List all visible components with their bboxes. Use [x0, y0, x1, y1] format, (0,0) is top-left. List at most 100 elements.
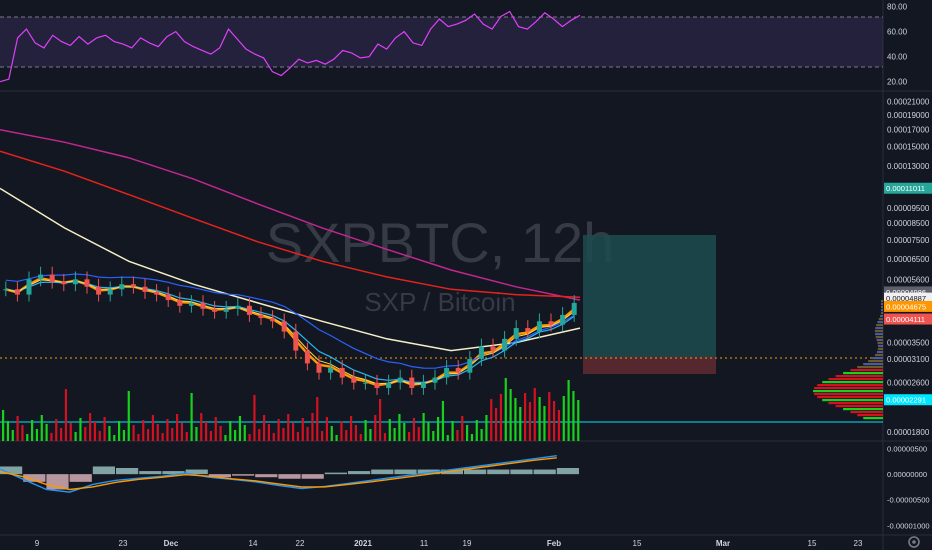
volume-bar [195, 427, 198, 441]
volume-bar [190, 393, 193, 441]
volume-bar [113, 435, 116, 441]
price-tick-label: 0.00009500 [887, 204, 930, 213]
rsi-tick-label: 20.00 [887, 78, 908, 87]
candle-body [258, 314, 264, 319]
volume-bar [263, 415, 266, 441]
volume-bar [553, 401, 556, 441]
volume-bar [504, 378, 507, 441]
volume-bar [441, 401, 445, 441]
volume-bar [74, 432, 77, 441]
price-label-badge [884, 300, 932, 312]
candle-body [38, 274, 44, 280]
macd-pane: 0.00000500 0.00000000 -0.00000500 -0.000010… [0, 445, 930, 531]
volume-bar [485, 415, 488, 441]
volume-bar [171, 428, 174, 441]
macd-axis: 0.00000500 0.00000000 -0.00000500 -0.000010… [887, 445, 930, 531]
volume-bar [345, 430, 348, 441]
macd-tick-label: -0.00000500 [887, 496, 930, 505]
volume-profile-bar [863, 363, 883, 366]
time-axis-label: Mar [716, 539, 730, 548]
volume-bar [330, 426, 333, 441]
price-label-badge [884, 394, 932, 406]
candle-body [409, 377, 415, 388]
volume-bar [243, 425, 246, 441]
volume-bar [40, 415, 43, 441]
price-tick-label: 0.00006500 [887, 255, 930, 264]
time-axis-label: 23 [119, 539, 128, 548]
volume-profile-bar [876, 324, 883, 327]
macd-histogram-bar [510, 469, 533, 475]
volume-profile-bar [881, 303, 883, 306]
rsi-line [0, 10, 581, 83]
macd-histogram-bar [556, 468, 579, 475]
volume-profile-bar [877, 345, 883, 348]
volume-profile-bar [817, 396, 883, 399]
macd-histogram-bar [139, 471, 162, 475]
volume-bar [480, 429, 483, 441]
volume-bar [147, 429, 150, 441]
time-axis[interactable]: 9 23 Dec 14 22 2021 11 19 Feb 15 Mar 15 23 [35, 539, 863, 548]
volume-bar [142, 420, 145, 441]
volume-bar [156, 424, 159, 441]
volume-bar [60, 428, 63, 441]
price-label-text: 0.00002291 [886, 396, 926, 405]
volume-bar [93, 422, 97, 441]
candle-body [188, 302, 194, 306]
time-axis-label: Feb [547, 539, 561, 548]
gear-icon[interactable] [908, 536, 920, 548]
long-position-target-zone[interactable] [583, 235, 716, 357]
volume-bar [2, 410, 5, 441]
time-axis-label: 23 [854, 539, 863, 548]
volume-bar [301, 418, 304, 441]
volume-profile-bar [817, 384, 883, 387]
volume-profile-bar [874, 330, 883, 333]
volume-bar [161, 433, 164, 441]
volume-bar [383, 433, 387, 441]
price-label-text: 0.00011011 [886, 184, 925, 193]
candle-body [119, 284, 125, 290]
long-position-stop-zone[interactable] [583, 357, 716, 374]
volume-bar [89, 413, 92, 441]
volume-bar [277, 419, 280, 441]
candle-body [154, 291, 160, 295]
volume-bar [437, 417, 440, 441]
volume-bar [412, 418, 416, 441]
volume-bar [132, 425, 135, 441]
rsi-pane: 80.00 60.00 40.00 20.00 [0, 3, 908, 87]
candle-body [26, 279, 32, 295]
candle-body [374, 382, 380, 388]
volume-bar [180, 423, 184, 441]
candle-body [502, 338, 508, 351]
rsi-tick-label: 40.00 [887, 53, 908, 62]
volume-bar [316, 397, 319, 441]
volume-bar [340, 421, 343, 441]
volume-bar [200, 413, 203, 441]
price-tick-label: 0.00021000 [887, 97, 930, 106]
price-label-badge [884, 286, 932, 298]
candle-body [444, 367, 450, 378]
volume-bar [335, 435, 338, 441]
candle-body [513, 328, 519, 339]
time-axis-label: 11 [420, 539, 429, 548]
volume-bar [209, 431, 213, 441]
price-label-text: 0.00004887 [886, 294, 926, 303]
volume-bar [108, 426, 111, 441]
volume-profile-bar [850, 411, 883, 414]
volume-bar [364, 420, 367, 441]
macd-tick-label: 0.00000500 [887, 445, 927, 454]
volume-bar [403, 423, 406, 441]
candle-body [490, 346, 496, 351]
candle-body [432, 377, 438, 383]
candle-body [536, 321, 542, 332]
volume-bar [253, 395, 256, 441]
volume-bar [267, 424, 271, 441]
price-tick-label: 0.00005600 [887, 275, 930, 284]
volume-bar [11, 430, 14, 441]
candle-body [478, 346, 484, 359]
volume-profile-bar [875, 354, 883, 357]
macd-tick-label: -0.00001000 [887, 521, 930, 530]
rsi-tick-label: 80.00 [887, 3, 908, 12]
volume-bar [528, 402, 532, 441]
volume-profile-bar [814, 393, 883, 396]
